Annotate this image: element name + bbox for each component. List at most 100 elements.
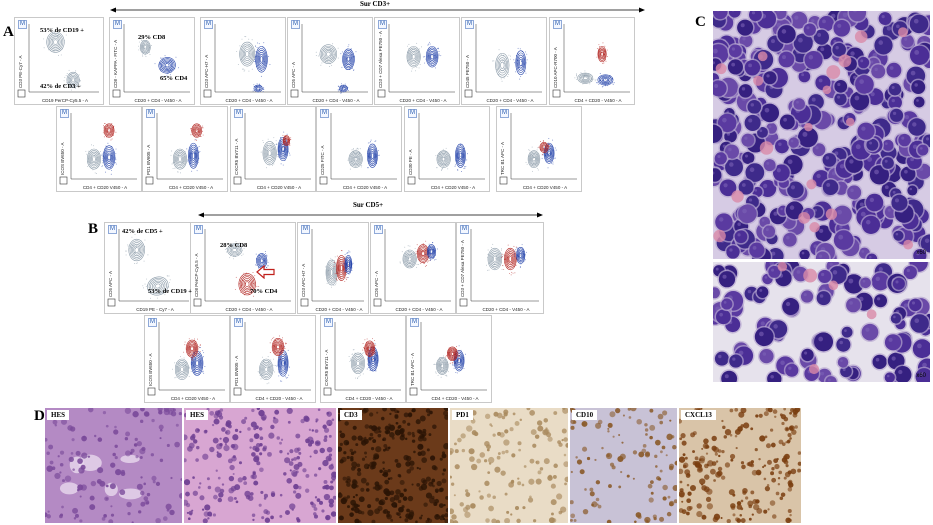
population-percentage-label: 53% de CD19 + [148, 288, 192, 295]
cell-population-3 [538, 140, 551, 155]
cell-population-3 [337, 83, 349, 94]
gate-box-icon [290, 89, 299, 98]
y-axis-label: PD1 BV605 - A [146, 144, 151, 175]
plot-area [112, 24, 190, 98]
histology-stain-label: HES [47, 410, 70, 420]
y-axis-label: TRC B1 APC - A [500, 141, 505, 175]
histology-stain-label: CD10 [572, 410, 598, 420]
population-percentage-label: 53% de CD19 + [40, 27, 84, 34]
flow-plot-row_a1-5: M CD3 + CD7 Alexa PE750 - A CD20 + CD4 - V… [374, 17, 460, 105]
cell-population-3 [342, 250, 354, 278]
x-axis-label: CD20 + CD4 - V450 - A [225, 98, 273, 103]
y-axis-label: CD45 PE750 - A [465, 54, 470, 88]
histology-texture [45, 408, 182, 523]
cell-population-2 [275, 131, 291, 166]
cd3-banner-arrow [110, 7, 645, 13]
cell-population-2 [253, 42, 271, 77]
gate-box-icon [112, 89, 121, 98]
cell-population-1 [260, 137, 279, 169]
plot-area [203, 24, 281, 98]
plot-area [499, 113, 577, 185]
gate-box-icon [145, 176, 154, 185]
cell-population-3 [425, 242, 438, 261]
flow-plot-row_a2-5: M CD30 PE - A CD4 + CD20 V450 - A [404, 106, 490, 192]
y-axis-label: TRC B1 APC - A [410, 352, 415, 386]
population-percentage-label: 42% de CD5 + [122, 228, 163, 235]
plot-m-tag: M [320, 109, 329, 118]
y-axis-label: CXCR5 BV711 - A [324, 349, 329, 386]
cytology-top-image: x60 [713, 11, 930, 259]
cell-population-2 [367, 139, 380, 169]
y-axis-label: CD3 APC-H7 - A [301, 263, 306, 297]
plot-m-tag: M [291, 20, 300, 29]
y-axis-label: CD10 APC-R700 - A [553, 47, 558, 88]
cell-population-1 [406, 42, 422, 72]
cell-population-1 [347, 147, 363, 170]
histology-panel-5: CD10 [570, 408, 677, 523]
x-axis-label: CD4 + CD20 V450 - A [430, 185, 476, 190]
flow-plot-row_b1-1: M CD5 APC - A CD19 PE - Cy7 - A [104, 222, 194, 314]
population-percentage-label: 42% de CD3 + [40, 83, 81, 90]
cell-population-2 [186, 138, 201, 172]
cell-population-3 [596, 42, 608, 64]
cell-population-2 [454, 143, 468, 172]
panel-letter-d: D [34, 408, 45, 424]
x-axis-label: CD4 + CD20 V450 - A [170, 396, 216, 401]
x-axis-label: CD20 + CD4 - V450 - A [134, 98, 182, 103]
plot-area [300, 229, 364, 307]
plot-area [409, 322, 487, 396]
x-axis-label: CD4 + CD20 - V450 - A [345, 396, 393, 401]
flow-plot-row_a2-6: M TRC B1 APC - A CD4 + CD20 V450 - A [496, 106, 582, 192]
plot-area [459, 229, 539, 307]
cytology-top-magnification: x60 [916, 250, 926, 256]
x-axis-label: CD20 + CD4 - V450 - A [399, 98, 447, 103]
plot-m-tag: M [460, 225, 469, 234]
gate-box-icon [373, 298, 382, 307]
cell-population-3 [183, 338, 201, 361]
gate-box-icon [59, 176, 68, 185]
x-axis-label: CD20 + CD4 - V450 - A [315, 307, 363, 312]
x-axis-label: CD4 + CD20 - V450 - A [255, 396, 303, 401]
flow-plot-row_a1-1: M CD3 PE-Cy7 - A CD19 PerCP-Cy5.5 - A [14, 17, 104, 105]
cell-population-1 [399, 245, 420, 269]
flow-plot-row_b1-5: M CD3 + CD7 Alexa PE750 - A CD20 + CD4 - V… [456, 222, 544, 314]
plot-m-tag: M [324, 318, 333, 327]
flow-plot-row_b2-4: M TRC B1 APC - A CD4 + CD20 - V450 - A [406, 315, 492, 403]
flow-plot-row_a1-2: M CD8 - KAPPA - FITC - A CD20 + CD4 - V450… [109, 17, 195, 105]
plot-m-tag: M [148, 318, 157, 327]
flow-plot-row_a1-6: M CD45 PE750 - A CD20 + CD4 - V450 - A [461, 17, 547, 105]
y-axis-label: CXCR5 BV711 - A [234, 138, 239, 175]
cd5-banner-arrow [198, 212, 543, 218]
cell-population-2 [63, 69, 82, 91]
panel-letter-a: A [3, 24, 14, 40]
cell-population-1 [348, 349, 365, 379]
x-axis-label: CD4 + CD20 - V450 - A [431, 396, 479, 401]
cell-population-3 [269, 335, 287, 360]
plot-m-tag: M [408, 109, 417, 118]
cd4-pointer-arrow-icon [256, 265, 275, 279]
histology-panel-3: CD3 [338, 408, 448, 523]
cell-population-1 [574, 70, 597, 85]
y-axis-label: ICOS BV650 - A [60, 142, 65, 175]
cell-population-2 [415, 240, 432, 267]
cell-population-1 [236, 36, 257, 72]
histology-stain-label: CXCL13 [681, 410, 716, 420]
cell-population-1 [492, 49, 511, 82]
flow-plot-row_b2-1: M ICOS BV650 - A CD4 + CD20 V450 - A [144, 315, 230, 403]
flow-plot-row_a2-4: M CD25 FITC - A CD4 + CD20 V450 - A [316, 106, 402, 192]
x-axis-label: CD20 + CD4 - V450 - A [395, 307, 443, 312]
plot-m-tag: M [301, 225, 310, 234]
cell-population-2 [234, 272, 260, 297]
cell-population-3 [513, 244, 527, 268]
cell-population-1 [138, 36, 152, 57]
x-axis-label: CD19 PE - Cy7 - A [136, 307, 174, 312]
y-axis-label: CD8 PerCP-Cy5.5 - A [194, 253, 199, 297]
plot-area [407, 113, 485, 185]
y-axis-label: CD30 PE - A [408, 149, 413, 175]
plot-area [107, 229, 189, 307]
cd5-banner-label: Sur CD5+ [343, 201, 393, 209]
plot-m-tag: M [234, 318, 243, 327]
x-axis-label: CD20 + CD4 - V450 - A [312, 98, 360, 103]
histology-panel-6: CXCL13 [679, 408, 801, 523]
cell-population-1 [43, 28, 67, 56]
